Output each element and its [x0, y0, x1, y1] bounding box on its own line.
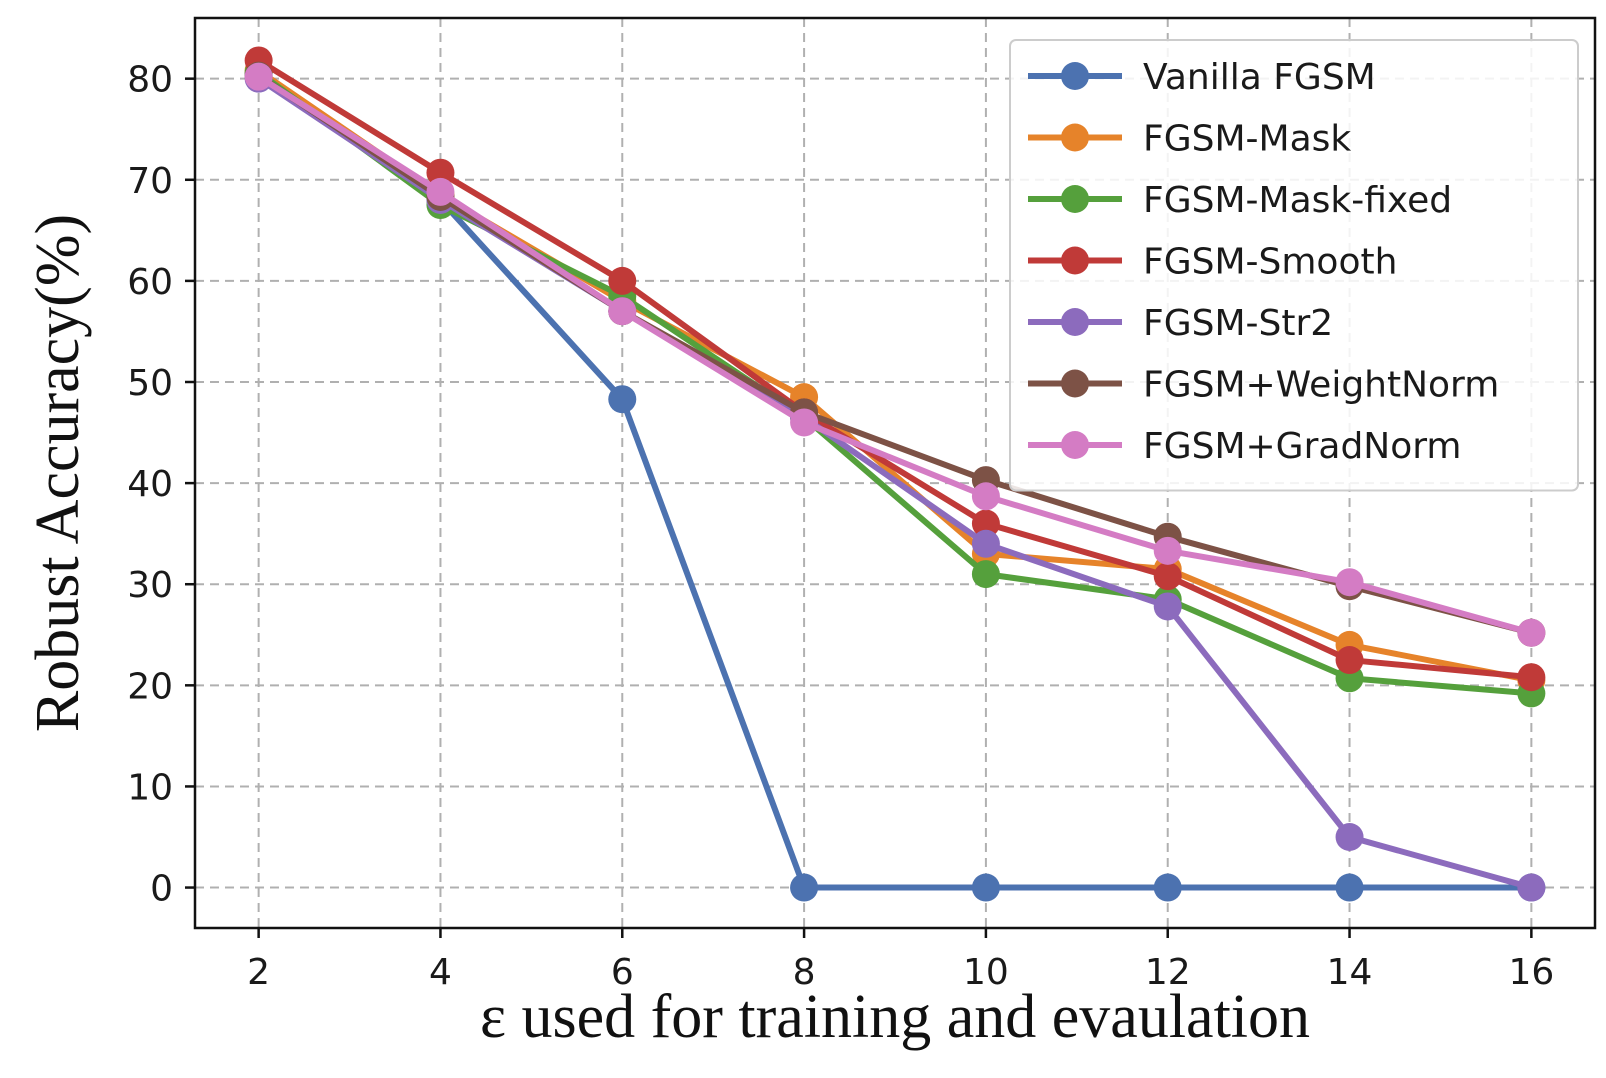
legend-box: [1009, 39, 1579, 492]
data-point: [608, 266, 637, 295]
y-tick-label: 20: [127, 666, 173, 707]
series-line: [255, 73, 1535, 636]
y-tick-label: 60: [127, 262, 173, 303]
data-point: [1335, 568, 1364, 597]
data-point: [971, 873, 1000, 902]
data-point: [1153, 536, 1182, 565]
x-axis-title: ε used for training and evaulation: [480, 983, 1310, 1051]
legend-label: FGSM+WeightNorm: [1143, 365, 1499, 406]
x-tick-label: 6: [611, 952, 634, 993]
data-point: [426, 158, 455, 187]
plot-frame: [193, 16, 1597, 930]
axis-ticks: 2 4 6 8 10 12 14 16 0 10 20 30 40 50 60 70 80: [127, 60, 1554, 993]
data-point: [1335, 646, 1364, 675]
y-tick-label: 80: [127, 60, 173, 101]
legend-item-fgsm-str2: FGSM-Str2: [1028, 303, 1333, 344]
legend-label: FGSM+GradNorm: [1143, 426, 1461, 467]
legend-item-fgsm-gradnorm: FGSM+GradNorm: [1028, 426, 1461, 467]
data-point: [1517, 663, 1546, 692]
data-point: [1335, 873, 1364, 902]
legend: Vanilla FGSM FGSM-Mask FGSM-Mask-fixed FGSM…: [1009, 39, 1579, 492]
legend-item-fgsm-weightnorm: FGSM+WeightNorm: [1028, 365, 1499, 406]
data-point: [608, 385, 637, 414]
x-tick-label: 8: [793, 952, 816, 993]
legend-swatch-marker: [1061, 369, 1089, 398]
legend-item-fgsm-mask-fixed: FGSM-Mask-fixed: [1028, 180, 1452, 221]
y-tick-label: 10: [127, 767, 173, 808]
data-point: [608, 297, 637, 326]
data-point: [426, 177, 455, 206]
data-point: [790, 873, 819, 902]
legend-label: FGSM-Str2: [1143, 303, 1333, 344]
y-axis-title: Robust Accuracy(%): [24, 214, 92, 732]
data-point: [971, 560, 1000, 589]
x-tick-label: 2: [247, 952, 270, 993]
data-point: [971, 529, 1000, 558]
legend-swatch-marker: [1061, 62, 1089, 90]
series-group: [244, 46, 1546, 902]
series-line: [255, 57, 1535, 681]
legend-label: FGSM-Smooth: [1143, 242, 1397, 283]
x-tick-label: 4: [429, 952, 452, 993]
x-tick-label: 16: [1508, 952, 1554, 993]
y-tick-label: 30: [127, 565, 173, 606]
legend-label: FGSM-Mask-fixed: [1143, 180, 1452, 221]
y-tick-label: 40: [127, 464, 173, 505]
legend-swatch-marker: [1061, 123, 1089, 152]
series-fgsm-gradnorm: [244, 62, 1546, 647]
data-point: [1335, 823, 1364, 851]
data-point: [1517, 618, 1546, 647]
x-tick-label: 10: [963, 952, 1009, 993]
series-line: [255, 70, 1535, 891]
legend-item-fgsm-mask: FGSM-Mask: [1028, 119, 1351, 160]
data-point: [790, 408, 819, 437]
y-tick-label: 0: [150, 869, 173, 910]
data-point: [971, 509, 1000, 538]
data-point: [1517, 873, 1546, 902]
y-tick-label: 50: [127, 363, 173, 404]
legend-swatch-marker: [1061, 185, 1089, 213]
legend-label: Vanilla FGSM: [1143, 57, 1376, 98]
data-point: [971, 482, 1000, 511]
data-point: [1153, 562, 1182, 591]
legend-item-fgsm-smooth: FGSM-Smooth: [1028, 242, 1397, 283]
legend-label: FGSM-Mask: [1143, 119, 1351, 160]
x-tick-label: 12: [1145, 952, 1191, 993]
data-point: [1153, 592, 1182, 621]
y-tick-label: 70: [127, 161, 173, 202]
legend-item-vanilla-fgsm: Vanilla FGSM: [1028, 57, 1376, 98]
x-tick-label: 14: [1327, 952, 1373, 993]
legend-swatch-marker: [1061, 246, 1089, 275]
data-point: [244, 62, 273, 91]
legend-swatch-marker: [1061, 431, 1089, 459]
legend-swatch-marker: [1061, 308, 1089, 336]
data-point: [1153, 873, 1182, 902]
